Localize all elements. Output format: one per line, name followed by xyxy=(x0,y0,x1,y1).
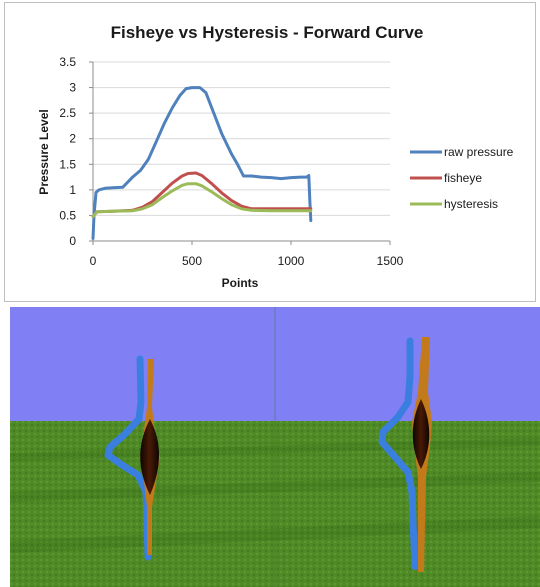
legend: raw pressure fisheye hysteresis xyxy=(410,145,514,211)
3d-scene-view xyxy=(10,307,540,587)
y-tick-label: 2 xyxy=(69,132,76,146)
ground xyxy=(10,421,540,587)
y-tick-label: 0 xyxy=(69,234,76,248)
x-tick-label: 1000 xyxy=(278,254,305,268)
y-tick-label: 1.5 xyxy=(59,157,76,171)
x-tick-label: 1500 xyxy=(377,254,404,268)
tick-labels: 0 0.5 1 1.5 2 2.5 3 3.5 0 500 1000 1500 xyxy=(59,55,403,268)
y-tick-label: 0.5 xyxy=(59,208,76,222)
y-tick-label: 1 xyxy=(69,183,76,197)
axes xyxy=(89,61,391,245)
gridlines xyxy=(93,61,390,216)
chart-title: Fisheye vs Hysteresis - Forward Curve xyxy=(111,23,424,42)
y-tick-label: 3 xyxy=(69,81,76,95)
sky xyxy=(10,307,540,421)
legend-label: fisheye xyxy=(444,171,482,185)
x-tick-label: 500 xyxy=(182,254,202,268)
series-lines xyxy=(91,86,313,240)
left-dark-bulge xyxy=(140,419,159,495)
ground-stripes xyxy=(10,438,540,553)
left-blue-curve xyxy=(104,355,152,561)
chart-frame xyxy=(4,2,536,302)
right-view-curves xyxy=(378,337,432,572)
legend-label: raw pressure xyxy=(444,145,514,159)
y-tick-label: 3.5 xyxy=(59,55,76,69)
x-tick-label: 0 xyxy=(90,254,97,268)
series-line-hysteresis xyxy=(91,182,313,218)
right-dark-bulge xyxy=(412,399,430,469)
series-line-raw-pressure xyxy=(91,86,313,240)
left-view-curves xyxy=(104,355,160,561)
scene-canvas xyxy=(10,307,540,587)
legend-label: hysteresis xyxy=(444,197,498,211)
right-blue-curve xyxy=(378,337,419,571)
x-axis-label: Points xyxy=(222,276,259,290)
line-chart: Fisheye vs Hysteresis - Forward Curve 00… xyxy=(37,23,514,290)
y-tick-label: 2.5 xyxy=(59,106,76,120)
y-axis-label: Pressure Level xyxy=(37,109,51,194)
